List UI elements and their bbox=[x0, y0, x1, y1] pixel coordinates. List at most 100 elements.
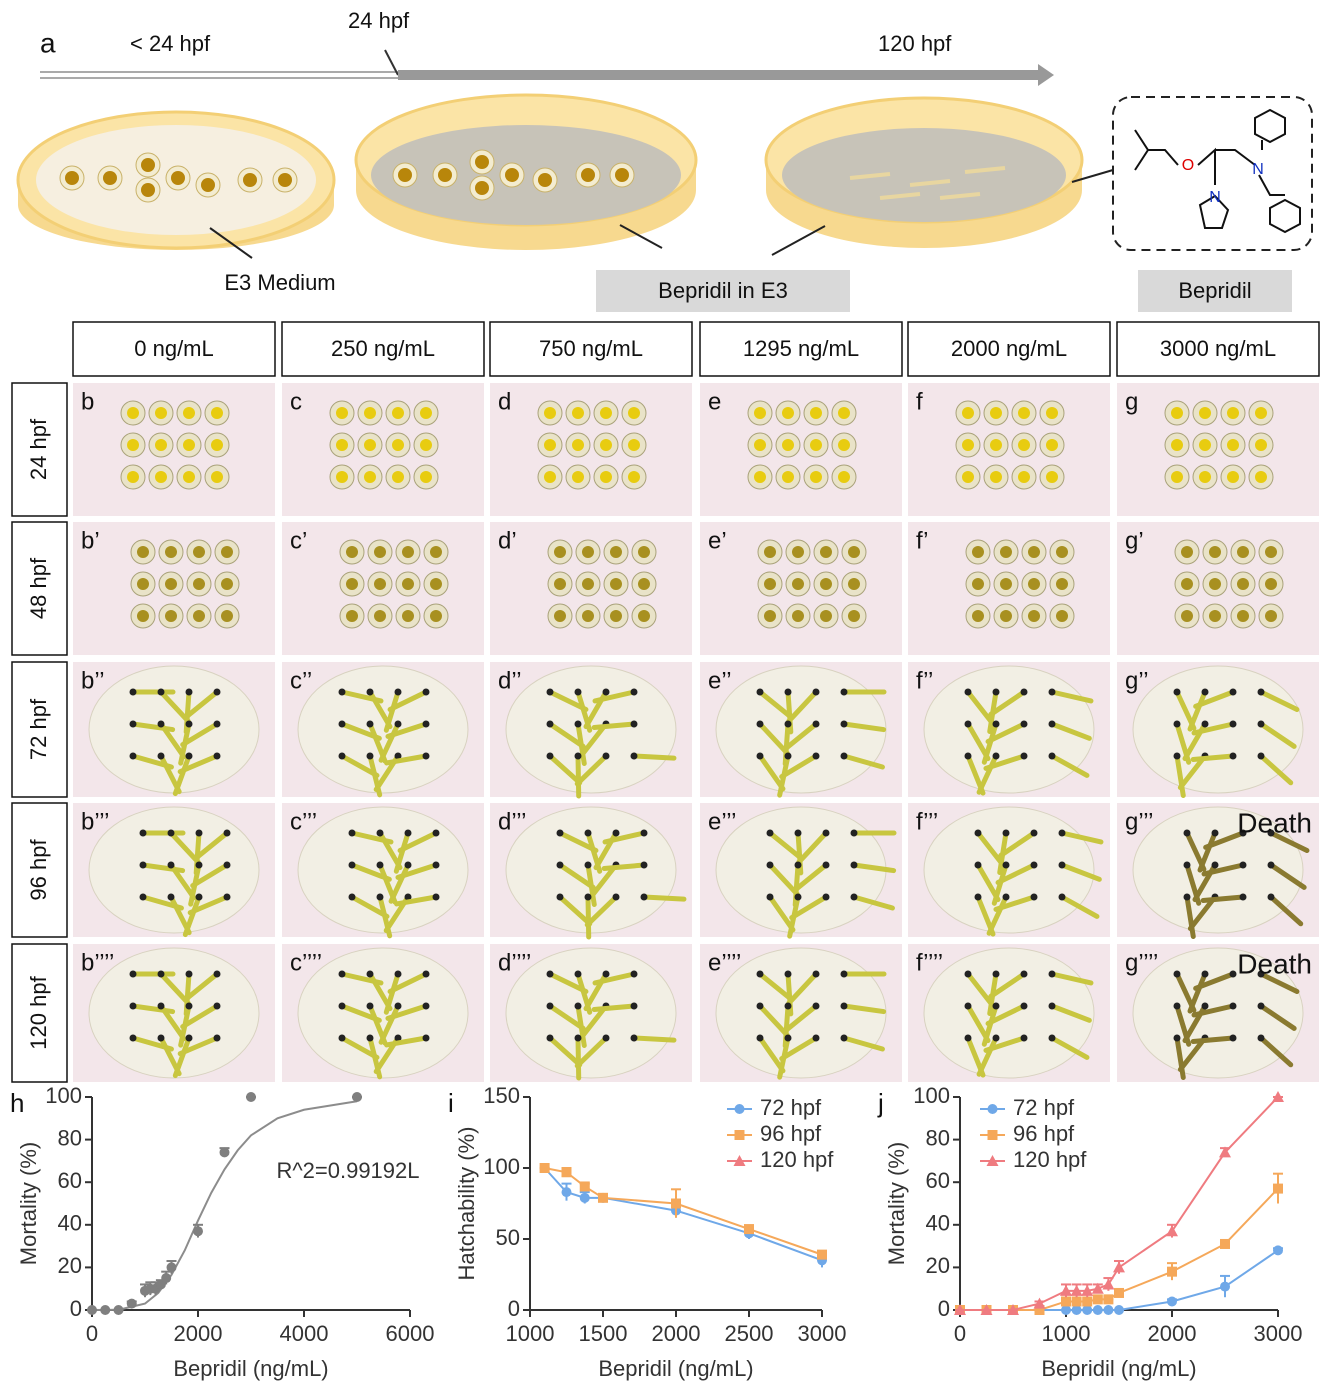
y-tick-label: 40 bbox=[926, 1211, 950, 1236]
larva bbox=[1203, 897, 1243, 900]
panel-label: d’ bbox=[498, 527, 517, 554]
panel-label: j bbox=[877, 1088, 884, 1118]
larva-eye bbox=[1003, 894, 1010, 901]
marker bbox=[1061, 1305, 1071, 1315]
yolk bbox=[628, 471, 640, 483]
larva-eye bbox=[785, 1035, 792, 1042]
larva-eye bbox=[349, 862, 356, 869]
medium-label: E3 Medium bbox=[224, 270, 335, 295]
legend-label: 120 hpf bbox=[1013, 1147, 1087, 1172]
yolk bbox=[615, 168, 629, 182]
yolk bbox=[1199, 471, 1211, 483]
yolk bbox=[1181, 610, 1193, 622]
larva-eye bbox=[423, 1035, 430, 1042]
yolk bbox=[754, 471, 766, 483]
larva-eye bbox=[757, 753, 764, 760]
larva-eye bbox=[993, 971, 1000, 978]
larva-eye bbox=[196, 862, 203, 869]
yolk bbox=[544, 439, 556, 451]
yolk bbox=[1265, 578, 1277, 590]
yolk bbox=[1255, 471, 1267, 483]
larva-eye bbox=[1021, 689, 1028, 696]
larva-eye bbox=[795, 862, 802, 869]
marker bbox=[1167, 1267, 1177, 1277]
yolk bbox=[1255, 407, 1267, 419]
legend-marker bbox=[735, 1104, 745, 1114]
marker bbox=[220, 1147, 230, 1157]
treatment-label: Bepridil in E3 bbox=[658, 278, 788, 303]
y-tick-label: 100 bbox=[45, 1083, 82, 1108]
yolk bbox=[554, 546, 566, 558]
yolk bbox=[392, 407, 404, 419]
yolk bbox=[792, 546, 804, 558]
y-tick-label: 0 bbox=[70, 1296, 82, 1321]
larva-eye bbox=[1202, 1003, 1209, 1010]
larva-eye bbox=[1049, 689, 1056, 696]
panel-label: g’’’ bbox=[1125, 808, 1153, 835]
yolk bbox=[221, 578, 233, 590]
yolk bbox=[155, 407, 167, 419]
larva-eye bbox=[423, 721, 430, 728]
panel-label: b’ bbox=[81, 527, 100, 554]
yolk bbox=[183, 439, 195, 451]
larva-eye bbox=[423, 753, 430, 760]
larva-eye bbox=[158, 753, 165, 760]
yolk bbox=[1018, 407, 1030, 419]
yolk bbox=[221, 546, 233, 558]
larva-eye bbox=[405, 830, 412, 837]
yolk bbox=[336, 471, 348, 483]
yolk bbox=[1237, 546, 1249, 558]
marker bbox=[1072, 1296, 1082, 1306]
y-tick-label: 150 bbox=[483, 1083, 520, 1108]
yolk bbox=[972, 610, 984, 622]
micrograph bbox=[908, 383, 1110, 516]
column-header: 0 ng/mL bbox=[134, 336, 214, 361]
legend-label: 120 hpf bbox=[760, 1147, 834, 1172]
yolk bbox=[600, 407, 612, 419]
larva-eye bbox=[433, 894, 440, 901]
larva bbox=[588, 897, 589, 937]
larva-eye bbox=[575, 721, 582, 728]
larva-eye bbox=[1021, 721, 1028, 728]
larva-eye bbox=[349, 830, 356, 837]
y-tick-label: 60 bbox=[58, 1168, 82, 1193]
larva-eye bbox=[1230, 689, 1237, 696]
yolk bbox=[628, 407, 640, 419]
y-tick-label: 20 bbox=[926, 1253, 950, 1278]
yolk bbox=[137, 610, 149, 622]
larva-eye bbox=[1268, 894, 1275, 901]
marker bbox=[193, 1226, 203, 1236]
yolk bbox=[438, 168, 452, 182]
yolk bbox=[1265, 546, 1277, 558]
panel-label: c’’’’ bbox=[290, 949, 322, 976]
larva-eye bbox=[1059, 830, 1066, 837]
marker bbox=[127, 1299, 137, 1309]
yolk bbox=[1028, 578, 1040, 590]
larva-eye bbox=[767, 862, 774, 869]
panel-label: h bbox=[10, 1088, 24, 1118]
larva-eye bbox=[631, 721, 638, 728]
yolk bbox=[1171, 439, 1183, 451]
larva-eye bbox=[993, 1035, 1000, 1042]
row-header: 72 hpf bbox=[26, 698, 51, 760]
larva-eye bbox=[140, 894, 147, 901]
legend-marker bbox=[988, 1130, 998, 1140]
larva-eye bbox=[641, 894, 648, 901]
legend-label: 72 hpf bbox=[760, 1095, 822, 1120]
panel-label: g’’ bbox=[1125, 667, 1149, 694]
larva-eye bbox=[1202, 721, 1209, 728]
larva-eye bbox=[1031, 862, 1038, 869]
larva-eye bbox=[965, 971, 972, 978]
series-line bbox=[545, 1168, 822, 1255]
y-tick-label: 40 bbox=[58, 1211, 82, 1236]
yolk bbox=[962, 471, 974, 483]
marker bbox=[1103, 1305, 1113, 1315]
y-tick-label: 50 bbox=[496, 1225, 520, 1250]
x-tick-label: 6000 bbox=[386, 1321, 435, 1346]
panel-label: f’’’ bbox=[916, 808, 938, 835]
larva-eye bbox=[130, 971, 137, 978]
panel-label: f’’’’ bbox=[916, 949, 943, 976]
larva-eye bbox=[395, 689, 402, 696]
yolk bbox=[1255, 439, 1267, 451]
atom-label: O bbox=[1182, 157, 1194, 174]
